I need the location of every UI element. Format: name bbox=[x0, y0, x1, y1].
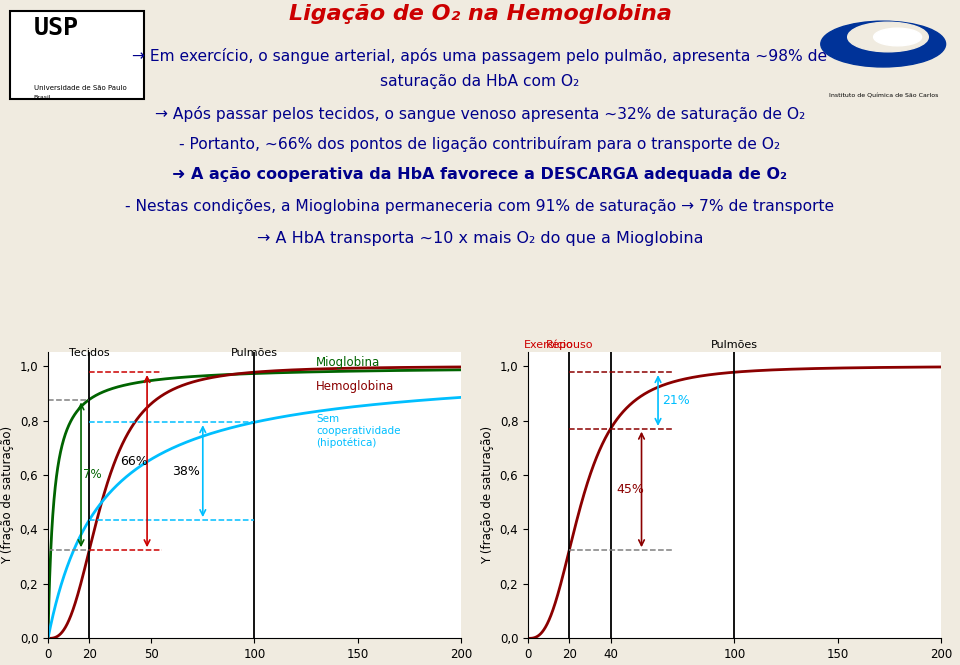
Text: Mioglobina: Mioglobina bbox=[316, 356, 380, 369]
Text: Hemoglobina: Hemoglobina bbox=[316, 380, 395, 393]
Text: Repouso: Repouso bbox=[545, 340, 593, 350]
Text: Tecidos: Tecidos bbox=[69, 348, 109, 358]
Text: - Portanto, ~66% dos pontos de ligação contribuíram para o transporte de O₂: - Portanto, ~66% dos pontos de ligação c… bbox=[180, 136, 780, 152]
Circle shape bbox=[874, 28, 922, 46]
Text: Sem
cooperatividade
(hipotética): Sem cooperatividade (hipotética) bbox=[316, 414, 401, 448]
Circle shape bbox=[848, 22, 928, 52]
Text: saturação da HbA com O₂: saturação da HbA com O₂ bbox=[380, 74, 580, 89]
Text: → A HbA transporta ~10 x mais O₂ do que a Mioglobina: → A HbA transporta ~10 x mais O₂ do que … bbox=[256, 231, 704, 246]
Text: Pulmões: Pulmões bbox=[711, 340, 757, 350]
Text: - Nestas condições, a Mioglobina permaneceria com 91% de saturação → 7% de trans: - Nestas condições, a Mioglobina permane… bbox=[126, 199, 834, 214]
Bar bbox=[10, 11, 144, 98]
Text: Exercício: Exercício bbox=[524, 340, 573, 350]
Text: Ligação de O₂ na Hemoglobina: Ligação de O₂ na Hemoglobina bbox=[289, 3, 671, 23]
Text: Brasil: Brasil bbox=[34, 95, 51, 100]
Text: Universidade de São Paulo: Universidade de São Paulo bbox=[34, 84, 127, 90]
Y-axis label: Y (fração de saturação): Y (fração de saturação) bbox=[1, 426, 14, 565]
Text: → Em exercício, o sangue arterial, após uma passagem pelo pulmão, apresenta ~98%: → Em exercício, o sangue arterial, após … bbox=[132, 48, 828, 64]
Y-axis label: Y (fração de saturação): Y (fração de saturação) bbox=[481, 426, 494, 565]
Text: 45%: 45% bbox=[616, 483, 644, 496]
Text: ➜ A ação cooperativa da HbA favorece a DESCARGA adequada de O₂: ➜ A ação cooperativa da HbA favorece a D… bbox=[173, 168, 787, 182]
Text: → Após passar pelos tecidos, o sangue venoso apresenta ~32% de saturação de O₂: → Após passar pelos tecidos, o sangue ve… bbox=[155, 106, 805, 122]
Text: USP: USP bbox=[34, 16, 79, 40]
Text: 66%: 66% bbox=[120, 455, 148, 467]
Text: Instituto de Química de São Carlos: Instituto de Química de São Carlos bbox=[828, 93, 938, 98]
Circle shape bbox=[821, 21, 946, 67]
Text: Pulmões: Pulmões bbox=[231, 348, 277, 358]
Text: 21%: 21% bbox=[662, 394, 690, 407]
Text: 7%: 7% bbox=[84, 468, 102, 481]
Text: 38%: 38% bbox=[172, 465, 200, 477]
